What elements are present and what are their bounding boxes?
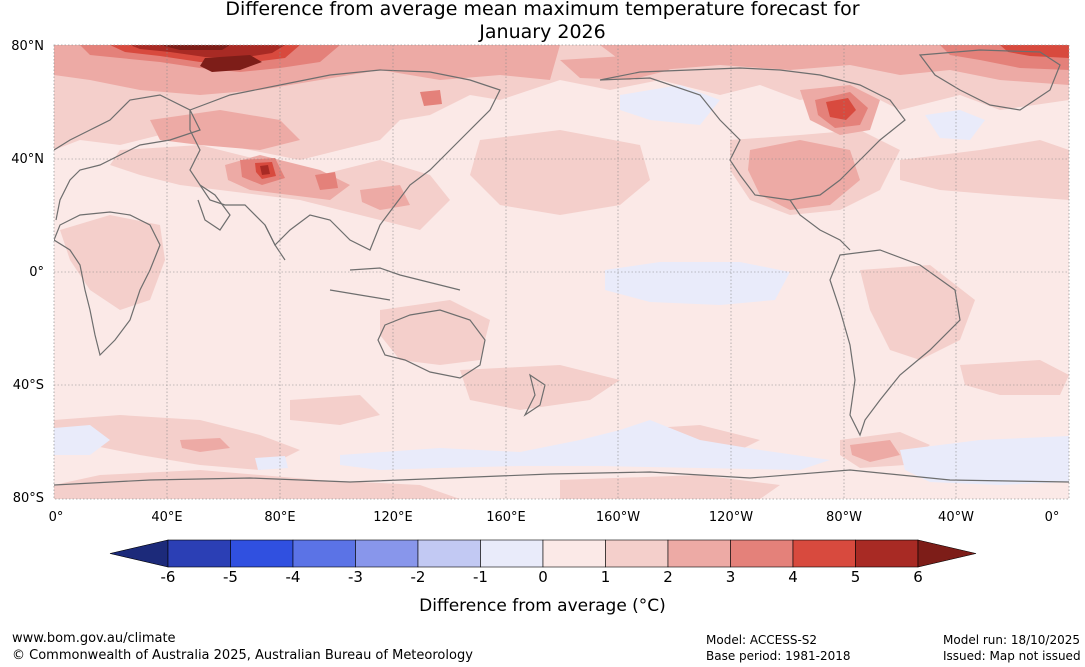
colorbar-swatch — [230, 539, 294, 568]
footer-copyright: © Commonwealth of Australia 2025, Austra… — [12, 648, 473, 663]
colorbar-tick-label: 6 — [913, 568, 923, 586]
colorbar-swatch — [605, 539, 669, 568]
title-line-2: January 2026 — [479, 21, 606, 43]
lat-label-40s: 40°S — [12, 378, 44, 393]
colorbar-tick-label: -1 — [473, 568, 488, 586]
colorbar-title: Difference from average (°C) — [419, 596, 666, 616]
footer-model-run: Model run: 18/10/2025 — [943, 633, 1081, 647]
colorbar-swatch — [167, 539, 231, 568]
lon-label-80e: 80°E — [264, 510, 296, 525]
colorbar-tick-label: 4 — [788, 568, 798, 586]
colorbar-tick-label: 2 — [663, 568, 673, 586]
map-frame — [53, 44, 1070, 500]
lon-label-120w: 120°W — [708, 510, 754, 525]
colorbar-arrow-low — [109, 539, 169, 568]
anomaly-above-6 — [160, 45, 262, 72]
colorbar-tick-label: 0 — [538, 568, 548, 586]
lon-label-120e: 120°E — [373, 510, 413, 525]
colorbar-tick-label: 3 — [725, 568, 736, 586]
lat-label-40n: 40°N — [11, 152, 44, 167]
colorbar-tick-label: -2 — [410, 568, 426, 586]
lon-label-40e: 40°E — [151, 510, 183, 525]
lat-label-80n: 80°N — [11, 39, 44, 54]
colorbar-tick-label: -3 — [348, 568, 363, 586]
colorbar-swatch — [792, 539, 856, 568]
colorbar-swatch — [480, 539, 544, 568]
anomaly-minus1-0 — [54, 85, 1069, 485]
colorbar-tick-label: -4 — [285, 568, 301, 586]
title-line-1: Difference from average mean maximum tem… — [225, 0, 860, 20]
lat-label-0: 0° — [29, 265, 44, 280]
colorbar-tick-label: -5 — [223, 568, 238, 586]
colorbar-swatch — [730, 539, 794, 568]
lon-label-0-right: 0° — [1044, 510, 1060, 525]
colorbar-swatch — [667, 539, 731, 568]
colorbar-tick-label: 5 — [850, 568, 861, 586]
lon-label-0-left: 0° — [48, 510, 64, 525]
footer-base-period: Base period: 1981-2018 — [706, 649, 851, 663]
coastlines — [54, 49, 1069, 486]
colorbar — [109, 539, 977, 568]
lon-label-160e: 160°E — [486, 510, 526, 525]
footer-issued: Issued: Map not issued — [943, 649, 1081, 663]
lat-label-80s: 80°S — [12, 491, 44, 506]
colorbar-swatch — [542, 539, 606, 568]
colorbar-swatch — [292, 539, 356, 568]
lon-label-40w: 40°W — [938, 510, 974, 525]
graticule — [54, 45, 1069, 499]
lon-label-80w: 80°W — [826, 510, 862, 525]
map-field — [54, 45, 1069, 499]
map-title: Difference from average mean maximum tem… — [0, 0, 1085, 44]
colorbar-tick-label: -6 — [160, 568, 176, 586]
footer-website: www.bom.gov.au/climate — [12, 631, 176, 646]
footer-model: Model: ACCESS-S2 — [706, 633, 818, 647]
anomaly-5-6 — [130, 45, 285, 175]
colorbar-arrow-high — [917, 539, 977, 568]
colorbar-swatch — [855, 539, 919, 568]
colorbar-swatch — [355, 539, 419, 568]
colorbar-tick-label: 1 — [600, 568, 611, 586]
lon-label-160w: 160°W — [595, 510, 641, 525]
colorbar-swatch — [417, 539, 481, 568]
